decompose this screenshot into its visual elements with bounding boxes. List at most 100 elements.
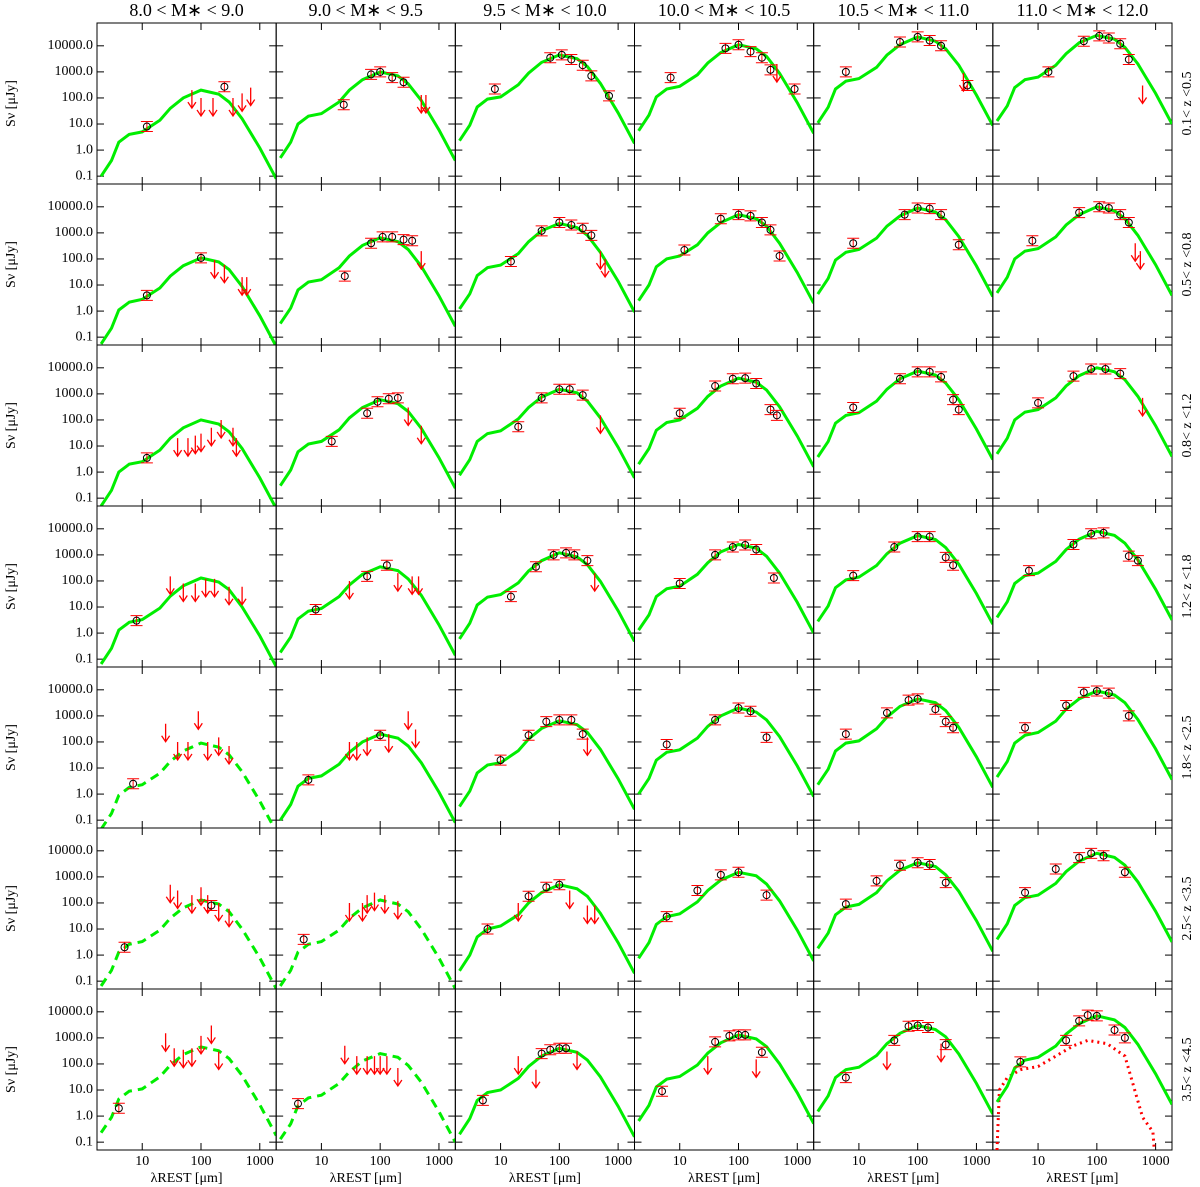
data-point (711, 715, 720, 724)
plot-area (279, 392, 456, 489)
upper-limit (173, 890, 183, 910)
y-tick-label: 100.0 (62, 573, 94, 588)
plot-area (279, 892, 456, 989)
data-point (393, 393, 402, 402)
model-line (637, 706, 814, 798)
plot-area (279, 66, 456, 162)
data-point (1099, 851, 1108, 860)
data-point (728, 543, 737, 552)
panel (813, 183, 994, 346)
model-line (816, 206, 993, 298)
data-point (900, 210, 909, 219)
upper-limit (344, 741, 354, 762)
data-point (1124, 218, 1133, 227)
data-point (1051, 865, 1060, 874)
data-point (562, 548, 571, 557)
column-title: 10.0 < M∗ < 10.5 (658, 0, 790, 20)
plot-area (458, 383, 635, 479)
data-point (1104, 204, 1113, 213)
row-title: 0.5< z <0.8 (1180, 232, 1195, 296)
panel: 10 100 1000 λREST [μm] (634, 988, 815, 1186)
model-line (458, 221, 635, 313)
x-tick-label: 10 (494, 1154, 508, 1169)
upper-limit (187, 90, 197, 110)
model-line (816, 861, 993, 953)
upper-limit (203, 741, 213, 762)
panel (634, 666, 815, 829)
y-axis-label: Sν [μJy] (4, 80, 19, 127)
data-point (578, 224, 587, 233)
data-point (725, 1031, 734, 1040)
upper-limit (513, 1056, 523, 1076)
data-point (716, 870, 725, 879)
plot-area (99, 252, 277, 345)
data-point (327, 437, 336, 446)
y-tick-label: 0.1 (76, 651, 94, 666)
data-point (949, 723, 958, 732)
data-point (1075, 853, 1084, 862)
upper-limit (165, 884, 175, 904)
data-point (546, 53, 555, 62)
data-point (752, 545, 761, 554)
upper-limit (340, 1045, 350, 1065)
model-line (637, 1033, 814, 1125)
y-tick-label: 1000.0 (55, 869, 94, 884)
upper-limit (206, 1025, 216, 1045)
data-point (1075, 1016, 1084, 1025)
data-point (1120, 868, 1129, 877)
upper-limit (936, 1043, 946, 1063)
data-point (555, 218, 564, 227)
data-point (937, 41, 946, 50)
data-point (766, 65, 775, 74)
panel-frame (992, 183, 1173, 346)
data-point (675, 409, 684, 418)
data-point (605, 91, 614, 100)
y-tick-label: 1000.0 (55, 386, 94, 401)
model-line (458, 719, 635, 811)
panel: 10 100 1000 λREST [μm] (275, 988, 456, 1186)
data-point (728, 374, 737, 383)
y-tick-label: 10000.0 (48, 199, 94, 214)
data-point (1087, 849, 1096, 858)
model-line (458, 387, 635, 479)
panel (992, 22, 1173, 185)
y-tick-label: 0.1 (76, 168, 94, 183)
panel (275, 22, 456, 185)
data-point (841, 67, 850, 76)
model-line (816, 35, 993, 127)
x-tick-label: 1000 (783, 1154, 811, 1169)
data-point (662, 912, 671, 921)
panel: 0.1 1.0 10.0 100.0 1000.0 10000.0 (48, 22, 277, 185)
data-point (941, 717, 950, 726)
x-tick-label: 10 (852, 1154, 866, 1169)
y-axis-label: Sν [μJy] (4, 402, 19, 449)
column-title: 11.0 < M∗ < 12.0 (1017, 0, 1149, 20)
data-point (757, 218, 766, 227)
panel (454, 22, 636, 185)
data-point (1124, 711, 1133, 720)
data-point (913, 532, 922, 541)
upper-limit (772, 64, 782, 84)
panel-frame (813, 183, 994, 346)
y-tick-label: 10.0 (69, 599, 94, 614)
data-point (741, 1030, 750, 1039)
upper-limit (228, 427, 238, 447)
data-point (388, 232, 397, 241)
data-point (546, 1045, 555, 1054)
model-line (99, 898, 277, 989)
upper-limit (403, 711, 413, 731)
upper-limit (421, 94, 431, 115)
upper-limit (362, 1056, 372, 1076)
upper-limit (165, 576, 175, 596)
data-point (578, 730, 587, 739)
column-title: 8.0 < M∗ < 9.0 (129, 0, 243, 20)
data-point (299, 935, 308, 944)
plot-area (99, 418, 277, 506)
data-point (913, 367, 922, 376)
upper-limit (582, 905, 592, 925)
data-point (557, 50, 566, 59)
x-tick-label: 100 (370, 1154, 391, 1169)
data-point (537, 226, 546, 235)
model-line (995, 851, 1172, 943)
data-point (388, 73, 397, 82)
